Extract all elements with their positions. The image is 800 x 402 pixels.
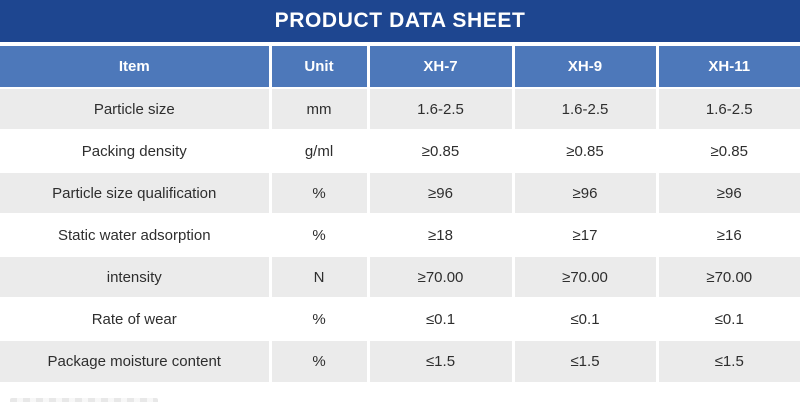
table-cell: ≥17 xyxy=(511,213,659,257)
header-cell-xh11: XH-11 xyxy=(655,46,800,89)
table-cell: ≥96 xyxy=(366,171,515,215)
table-cell: ≥16 xyxy=(655,213,800,257)
table-row: Particle size mm 1.6-2.5 1.6-2.5 1.6-2.5 xyxy=(0,87,800,131)
table-row: Static water adsorption % ≥18 ≥17 ≥16 xyxy=(0,213,800,257)
table-cell: ≥70.00 xyxy=(366,255,515,299)
table-cell: ≥18 xyxy=(366,213,515,257)
table-cell: ≥70.00 xyxy=(655,255,800,299)
header-cell-unit: Unit xyxy=(268,46,370,89)
table-cell: N xyxy=(268,255,370,299)
table-row: Package moisture content % ≤1.5 ≤1.5 ≤1.… xyxy=(0,339,800,382)
table-cell: Package moisture content xyxy=(0,339,272,382)
table-cell: Packing density xyxy=(0,129,272,173)
table-cell: ≥0.85 xyxy=(655,129,800,173)
table-cell: 1.6-2.5 xyxy=(511,87,659,131)
table-cell: ≤1.5 xyxy=(366,339,515,382)
page-title: PRODUCT DATA SHEET xyxy=(274,9,526,32)
table-cell: ≥0.85 xyxy=(511,129,659,173)
table-cell: mm xyxy=(268,87,370,131)
table-cell: g/ml xyxy=(268,129,370,173)
table-cell: ≤0.1 xyxy=(366,297,515,341)
table-row: intensity N ≥70.00 ≥70.00 ≥70.00 xyxy=(0,255,800,299)
table-row: Rate of wear % ≤0.1 ≤0.1 ≤0.1 xyxy=(0,297,800,341)
table-cell: ≤0.1 xyxy=(655,297,800,341)
table-cell: ≥70.00 xyxy=(511,255,659,299)
table-cell: % xyxy=(268,339,370,382)
table-cell: % xyxy=(268,171,370,215)
table-cell: % xyxy=(268,297,370,341)
table-cell: ≥0.85 xyxy=(366,129,515,173)
table-cell: ≤1.5 xyxy=(511,339,659,382)
header-cell-item: Item xyxy=(0,46,272,89)
spec-table: Item Unit XH-7 XH-9 XH-11 Particle size … xyxy=(0,46,800,382)
header-cell-xh9: XH-9 xyxy=(511,46,659,89)
table-cell: intensity xyxy=(0,255,272,299)
table-header-row: Item Unit XH-7 XH-9 XH-11 xyxy=(0,46,800,89)
table-cell: ≥96 xyxy=(511,171,659,215)
table-row: Packing density g/ml ≥0.85 ≥0.85 ≥0.85 xyxy=(0,129,800,173)
table-cell: ≤1.5 xyxy=(655,339,800,382)
table-cell: ≤0.1 xyxy=(511,297,659,341)
table-cell: 1.6-2.5 xyxy=(366,87,515,131)
table-cell: Static water adsorption xyxy=(0,213,272,257)
table-cell: % xyxy=(268,213,370,257)
table-row: Particle size qualification % ≥96 ≥96 ≥9… xyxy=(0,171,800,215)
header-cell-xh7: XH-7 xyxy=(366,46,515,89)
table-cell: Rate of wear xyxy=(0,297,272,341)
table-cell: ≥96 xyxy=(655,171,800,215)
table-cell: 1.6-2.5 xyxy=(655,87,800,131)
table-cell: Particle size qualification xyxy=(0,171,272,215)
watermark-fragment xyxy=(10,398,158,402)
table-cell: Particle size xyxy=(0,87,272,131)
title-bar: PRODUCT DATA SHEET xyxy=(0,0,800,42)
